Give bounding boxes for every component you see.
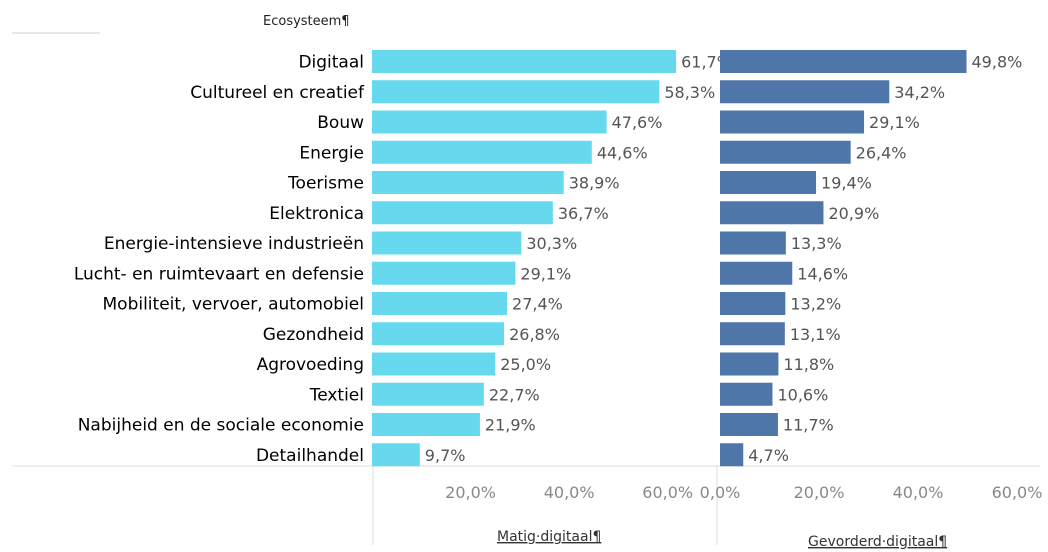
value-label: 30,3% [526, 234, 577, 253]
value-label: 26,4% [856, 143, 907, 162]
category-label: Elektronica [269, 204, 364, 224]
bar [720, 443, 744, 467]
value-label: 36,7% [558, 204, 609, 223]
bar [372, 292, 508, 315]
bar [720, 140, 851, 164]
value-label: 14,6% [797, 264, 848, 283]
value-label: 27,4% [512, 295, 563, 314]
value-label: 34,2% [894, 83, 945, 102]
bar [372, 261, 516, 285]
ecosystem-header: Ecosysteem¶ [263, 14, 350, 29]
category-label: Cultureel en creatief [190, 83, 365, 103]
bar [372, 382, 484, 406]
value-label: 9,7% [425, 446, 466, 465]
bar [720, 231, 786, 255]
value-label: 13,1% [790, 325, 841, 344]
category-label: Nabijheid en de sociale economie [78, 416, 364, 436]
bar [720, 382, 773, 406]
panel-title-gevorderd: Gevorderd·digitaal¶ [808, 534, 947, 550]
bar [372, 110, 607, 134]
panel-title-matig: Matig·digitaal¶ [497, 529, 601, 545]
bar [372, 443, 420, 467]
bar [372, 231, 522, 255]
tick-label: 40,0% [893, 483, 944, 502]
tick-label: 60,0% [992, 483, 1043, 502]
category-label: Lucht- en ruimtevaart en defensie [74, 264, 364, 284]
tick-label: 40,0% [544, 483, 595, 502]
bar [372, 322, 505, 346]
bar [720, 322, 785, 346]
value-label: 58,3% [664, 83, 715, 102]
bar [720, 261, 793, 285]
value-label: 11,8% [783, 355, 834, 374]
bar [720, 413, 778, 436]
value-label: 29,1% [520, 264, 571, 283]
value-label: 25,0% [500, 355, 551, 374]
tick-label: 20,0% [445, 483, 496, 502]
value-label: 11,7% [783, 416, 834, 435]
bar [720, 201, 824, 225]
bar [372, 352, 496, 376]
value-label: 10,6% [777, 385, 828, 404]
value-label: 47,6% [612, 113, 663, 132]
bar [372, 201, 553, 225]
panel-gevorderd-digitaal: 49,8% 34,2% 29,1% 26,4% 19,4% 20,9% 13,3% 14,6%… [700, 50, 1043, 502]
panel-matig-digitaal: 61,7% 58,3%47,6% 44,6% 38,9% 36,7% 30,3% 29,1%… [372, 50, 732, 502]
category-labels: Digitaal Cultureel en creatief Bouw Energie… [74, 53, 365, 466]
value-label: 21,9% [485, 416, 536, 435]
category-label: Energie-intensieve industrieën [104, 234, 364, 254]
value-label: 49,8% [972, 53, 1023, 72]
bar [720, 50, 967, 73]
bar [372, 140, 592, 164]
value-label: 38,9% [569, 174, 620, 193]
bar [372, 171, 564, 194]
bar [720, 352, 779, 376]
category-label: Agrovoeding [257, 355, 364, 375]
category-label: Detailhandel [256, 446, 364, 466]
value-label: 22,7% [489, 385, 540, 404]
category-label: Mobiliteit, vervoer, automobiel [103, 295, 365, 315]
bar [720, 292, 786, 315]
tick-label: 60,0% [642, 483, 693, 502]
value-label: 44,6% [597, 143, 648, 162]
category-label: Bouw [317, 113, 364, 133]
bar [720, 110, 865, 134]
category-label: Energie [299, 143, 364, 163]
category-label: Gezondheid [263, 325, 364, 345]
value-label: 29,1% [869, 113, 920, 132]
bar [720, 80, 890, 104]
value-label: 61,7% [681, 53, 732, 72]
value-label: 4,7% [748, 446, 789, 465]
category-label: Textiel [309, 385, 364, 405]
value-label: 26,8% [509, 325, 560, 344]
value-label: 20,9% [828, 204, 879, 223]
bar [372, 80, 660, 104]
tick-label: 20,0% [794, 483, 845, 502]
bar [372, 50, 677, 73]
category-label: Digitaal [298, 53, 364, 73]
value-label: 13,2% [790, 295, 841, 314]
chart-frame [12, 32, 1040, 545]
bar [372, 413, 480, 436]
value-label: 19,4% [821, 174, 872, 193]
bar [720, 171, 817, 194]
category-label: Toerisme [287, 174, 364, 194]
tick-label: 0,0% [700, 483, 741, 502]
value-label: 13,3% [791, 234, 842, 253]
